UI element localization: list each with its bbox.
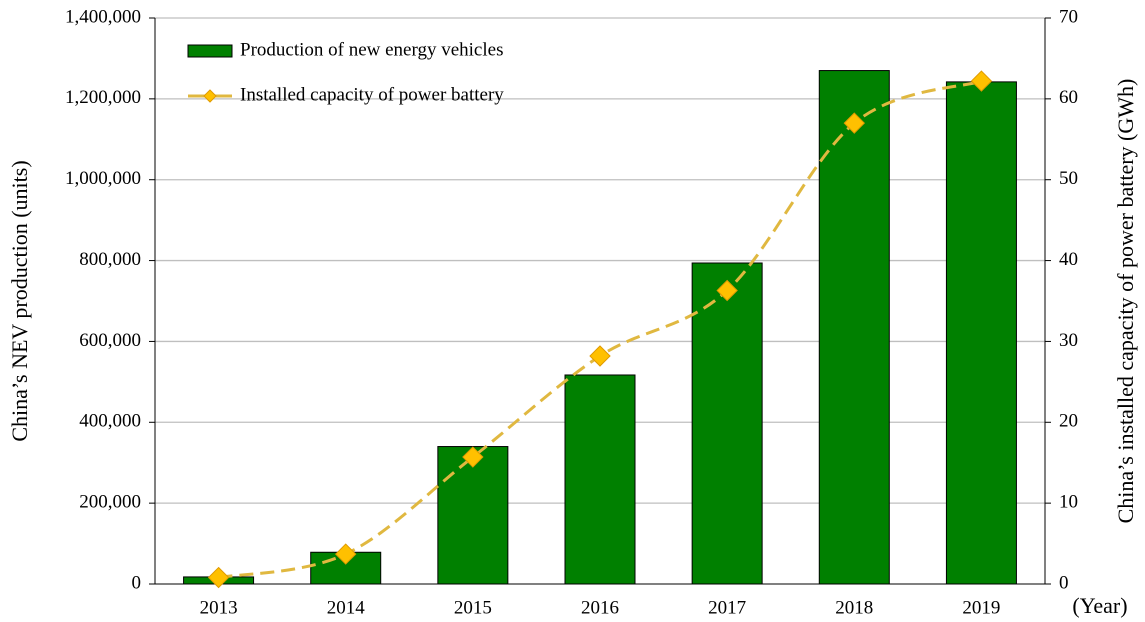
y2-tick-label: 20: [1059, 411, 1078, 432]
y2-tick-label: 10: [1059, 492, 1078, 513]
y-tick-label: 800,000: [79, 249, 141, 270]
y2-tick-label: 0: [1059, 572, 1069, 593]
bar: [945, 81, 1017, 585]
bar: [437, 446, 509, 585]
x-tick-label: 2018: [835, 597, 873, 618]
marker: [589, 345, 611, 367]
y2-tick-label: 30: [1059, 330, 1078, 351]
marker: [335, 543, 357, 565]
legend-marker: [203, 89, 217, 103]
x-tick-label: 2014: [327, 597, 366, 618]
x-tick-label: 2015: [454, 597, 492, 618]
y-tick-label: 0: [132, 572, 142, 593]
y-tick-label: 400,000: [79, 411, 141, 432]
marker: [843, 112, 865, 134]
y-tick-label: 600,000: [79, 330, 141, 351]
y2-tick-label: 40: [1059, 249, 1078, 270]
y-tick-label: 1,200,000: [65, 87, 141, 108]
legend-label: Installed capacity of power battery: [240, 84, 504, 105]
y2-tick-label: 60: [1059, 87, 1078, 108]
y2-axis-label: China’s installed capacity of power batt…: [1113, 79, 1138, 524]
x-tick-label: 2016: [581, 597, 619, 618]
x-tick-label: 2019: [962, 597, 1000, 618]
y-tick-label: 1,000,000: [65, 168, 141, 189]
y-axis-label: China’s NEV production (units): [7, 160, 32, 441]
y2-tick-label: 70: [1059, 6, 1078, 27]
x-tick-label: 2017: [708, 597, 746, 618]
bar: [564, 374, 636, 585]
x-tick-label: 2013: [200, 597, 238, 618]
bar: [691, 262, 763, 585]
legend-swatch: [187, 44, 233, 58]
marker: [462, 446, 484, 468]
marker: [970, 70, 993, 92]
y2-tick-label: 50: [1059, 168, 1078, 189]
bar: [818, 70, 890, 585]
marker: [716, 279, 738, 302]
y-tick-label: 200,000: [79, 492, 141, 513]
y-tick-label: 1,400,000: [65, 6, 141, 27]
legend-label: Production of new energy vehicles: [240, 39, 503, 60]
x-axis-label: (Year): [1072, 593, 1127, 618]
marker: [207, 566, 230, 589]
